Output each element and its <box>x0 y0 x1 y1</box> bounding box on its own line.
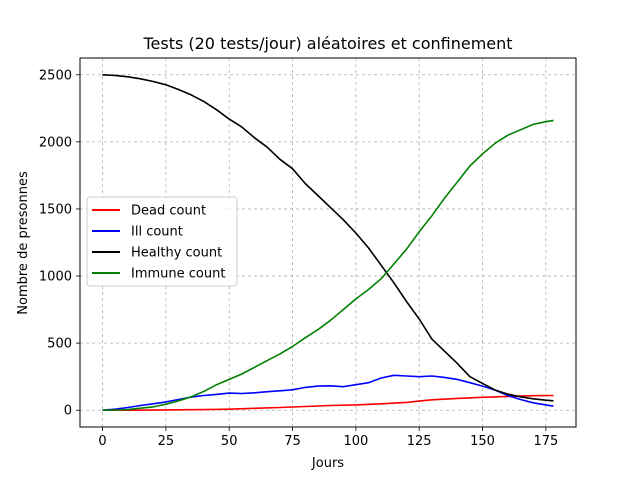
y-tick-label: 1000 <box>39 270 72 285</box>
grid <box>80 58 576 427</box>
x-tick-label: 100 <box>343 434 368 449</box>
y-tick-label: 2500 <box>39 68 72 83</box>
legend: Dead count Ill count Healthy count Immune c… <box>86 196 238 287</box>
y-tick-label: 1500 <box>39 202 72 217</box>
y-axis-label: Nombre de presonnes <box>16 171 31 315</box>
legend-label: Healthy count <box>131 246 222 261</box>
x-axis-label: Jours <box>311 456 344 471</box>
series-line-ill-count <box>102 374 554 411</box>
axes: 0 25 50 75 100 125 150 175 0 500 1000 1500 2000 2500 <box>39 68 558 449</box>
series-line-dead-count <box>102 394 554 412</box>
x-tick-label: 175 <box>533 434 558 449</box>
x-tick-label: 150 <box>470 434 495 449</box>
series-line-immune-count <box>102 119 554 411</box>
x-tick-label: 50 <box>221 434 238 449</box>
legend-box <box>86 196 238 287</box>
chart-title: Tests (20 tests/jour) aléatoires et conf… <box>142 34 512 53</box>
legend-label: Immune count <box>131 267 225 282</box>
legend-label: Dead count <box>131 204 206 219</box>
y-tick-label: 500 <box>47 337 72 352</box>
y-tick-label: 2000 <box>39 135 72 150</box>
x-tick-label: 0 <box>98 434 106 449</box>
x-tick-label: 25 <box>158 434 175 449</box>
series-line-healthy-count <box>102 74 554 402</box>
x-tick-label: 75 <box>284 434 301 449</box>
x-tick-label: 125 <box>407 434 432 449</box>
series-lines <box>102 74 554 412</box>
y-tick-label: 0 <box>64 404 72 419</box>
legend-label: Ill count <box>131 225 183 240</box>
plot-frame <box>79 57 577 428</box>
